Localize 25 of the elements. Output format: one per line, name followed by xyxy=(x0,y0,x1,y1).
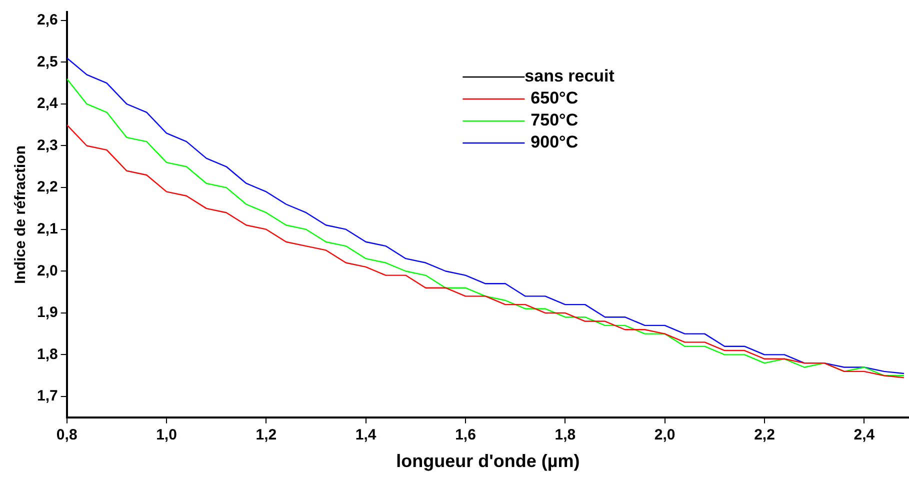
x-tick-label: 1,4 xyxy=(355,426,377,444)
y-tick-label: 2,1 xyxy=(36,220,58,238)
x-axis-title: longueur d'onde (µm) xyxy=(396,451,580,472)
y-tick-label: 2,3 xyxy=(36,136,58,154)
legend-label: sans recuit xyxy=(524,66,615,86)
y-tick-label: 2,0 xyxy=(36,262,58,280)
y-tick-label: 1,9 xyxy=(36,304,58,322)
x-tick-label: 2,0 xyxy=(654,426,676,444)
legend-label: 900°C xyxy=(530,132,578,152)
x-tick-label: 2,4 xyxy=(854,426,876,444)
x-tick-label: 2,2 xyxy=(754,426,775,444)
y-tick-label: 1,8 xyxy=(36,346,58,363)
y-tick-label: 1,7 xyxy=(36,388,58,405)
x-tick-label: 1,2 xyxy=(256,426,277,444)
x-tick-label: 1,0 xyxy=(156,426,177,444)
legend-label: 650°C xyxy=(530,88,578,108)
y-tick-label: 2,6 xyxy=(36,12,58,28)
x-tick-label: 1,8 xyxy=(554,426,576,444)
y-axis-title: Indice de réfraction xyxy=(12,146,30,284)
y-tick-label: 2,5 xyxy=(36,53,58,70)
y-tick-label: 2,4 xyxy=(36,95,58,112)
legend-label: 750°C xyxy=(530,110,578,130)
x-tick-label: 0,8 xyxy=(56,426,78,444)
x-tick-label: 1,6 xyxy=(455,426,476,444)
y-tick-label: 2,2 xyxy=(36,178,58,196)
